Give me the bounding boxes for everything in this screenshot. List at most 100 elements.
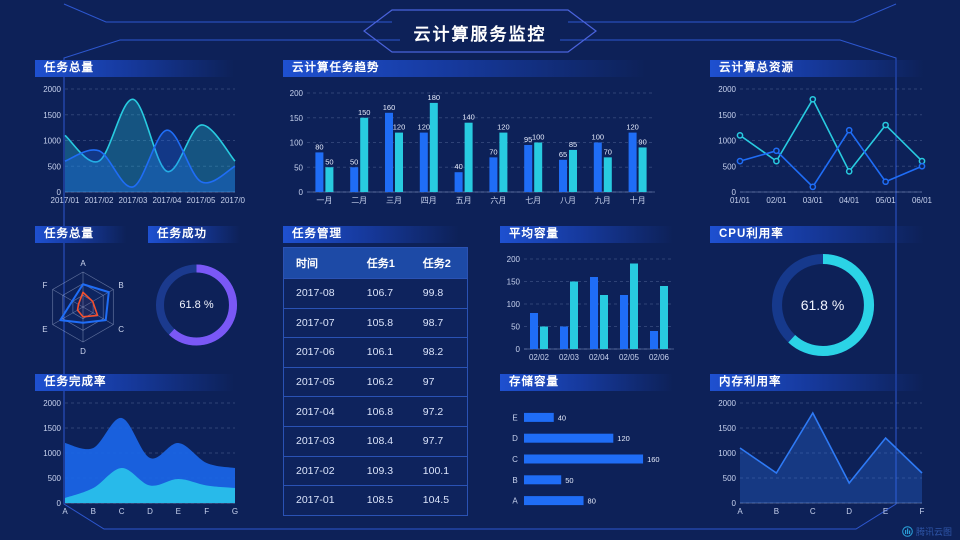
- table-row[interactable]: 2017-06 106.1 98.2: [283, 337, 468, 368]
- panel-task-total-radar: 任务总量 A B C D E F: [35, 226, 131, 363]
- svg-text:1500: 1500: [43, 424, 61, 433]
- table-header-cell: 任务1: [354, 247, 411, 279]
- table-row[interactable]: 2017-08 106.7 99.8: [283, 278, 468, 309]
- table-row[interactable]: 2017-07 105.8 98.7: [283, 307, 468, 338]
- svg-text:D: D: [846, 507, 852, 516]
- table-cell: 2017-02: [283, 455, 355, 486]
- table-row[interactable]: 2017-01 108.5 104.5: [283, 485, 468, 516]
- task-radar-chart[interactable]: A B C D E F: [35, 247, 131, 363]
- table-cell: 2017-07: [283, 307, 355, 338]
- svg-text:160: 160: [647, 455, 660, 464]
- table-cell: 98.2: [410, 337, 468, 368]
- svg-text:一月: 一月: [316, 196, 332, 205]
- tencent-cloud-logo-icon: [902, 526, 913, 537]
- svg-text:80: 80: [588, 497, 596, 506]
- page-title: 云计算服务监控: [413, 25, 547, 44]
- svg-text:E: E: [512, 413, 517, 422]
- cpu-usage-donut-chart[interactable]: [712, 247, 934, 363]
- svg-text:70: 70: [604, 147, 612, 156]
- panel-title: CPU利用率: [710, 226, 935, 243]
- svg-text:A: A: [80, 259, 86, 268]
- svg-text:B: B: [512, 476, 517, 485]
- watermark: 腾讯云图: [902, 525, 952, 538]
- svg-text:A: A: [512, 497, 518, 506]
- storage-hbar-chart[interactable]: E 40 D 120 C 160 B 50 A 80: [500, 395, 680, 517]
- table-cell: 2017-05: [283, 366, 355, 397]
- svg-text:1000: 1000: [43, 449, 61, 458]
- task-total-area-chart[interactable]: 0 500 1000 1500 2000 2017/01 2017/02 2017/03 201…: [35, 81, 250, 206]
- svg-text:B: B: [118, 281, 123, 290]
- table-cell: 106.2: [354, 366, 411, 397]
- svg-text:1500: 1500: [718, 111, 736, 120]
- table-cell: 104.5: [410, 485, 468, 516]
- svg-text:E: E: [42, 325, 47, 334]
- svg-text:70: 70: [489, 147, 497, 156]
- svg-text:02/02: 02/02: [529, 353, 550, 362]
- table-cell: 2017-03: [283, 425, 355, 457]
- svg-text:95: 95: [524, 135, 532, 144]
- svg-text:D: D: [80, 347, 86, 356]
- svg-text:十月: 十月: [630, 195, 646, 205]
- memory-usage-line-chart[interactable]: 0 500 1000 1500 2000 A B C D E F: [710, 395, 932, 517]
- svg-text:50: 50: [350, 157, 358, 166]
- panel-title: 任务总量: [35, 226, 131, 243]
- svg-text:五月: 五月: [456, 196, 472, 205]
- table-row[interactable]: 2017-02 109.3 100.1: [283, 455, 468, 486]
- svg-text:1000: 1000: [718, 449, 736, 458]
- svg-text:50: 50: [325, 157, 333, 166]
- task-trend-bar-chart[interactable]: 0 50 100 150 200 一月 二月 三月 四月 五月 六月 七月 八月 九月 十月 80 50 160 1…: [283, 81, 661, 206]
- svg-text:1500: 1500: [718, 424, 736, 433]
- svg-text:F: F: [920, 507, 925, 516]
- svg-text:40: 40: [454, 162, 462, 171]
- svg-text:2017/05: 2017/05: [187, 196, 216, 205]
- svg-text:50: 50: [565, 476, 573, 485]
- cpu-usage-value: 61.8 %: [800, 297, 845, 313]
- panel-title: 任务成功: [148, 226, 245, 243]
- svg-text:D: D: [512, 434, 518, 443]
- svg-text:2017/04: 2017/04: [153, 196, 182, 205]
- svg-text:65: 65: [559, 150, 567, 159]
- svg-text:C: C: [512, 455, 518, 464]
- svg-text:三月: 三月: [386, 196, 402, 205]
- svg-text:C: C: [118, 325, 124, 334]
- svg-text:150: 150: [290, 114, 304, 123]
- table-cell: 106.8: [354, 396, 411, 427]
- svg-text:1500: 1500: [43, 111, 61, 120]
- total-resource-line-chart[interactable]: 0 500 1000 1500 2000 01/01 02/01 03/01 04/01 05/0…: [710, 81, 932, 206]
- svg-text:90: 90: [638, 137, 646, 146]
- svg-text:0: 0: [57, 188, 62, 197]
- table-row[interactable]: 2017-03 108.4 97.7: [283, 425, 468, 457]
- panel-title: 任务完成率: [35, 374, 245, 391]
- svg-text:A: A: [62, 507, 68, 516]
- table-cell: 97.7: [410, 425, 468, 457]
- svg-text:180: 180: [428, 93, 441, 102]
- svg-text:200: 200: [290, 89, 304, 98]
- svg-text:85: 85: [569, 140, 577, 149]
- svg-text:150: 150: [358, 108, 371, 117]
- table-row[interactable]: 2017-05 106.2 97: [283, 366, 468, 397]
- svg-text:120: 120: [418, 123, 431, 132]
- panel-title: 存储容量: [500, 374, 682, 391]
- svg-text:二月: 二月: [351, 196, 367, 205]
- panel-title: 任务管理: [283, 226, 468, 243]
- svg-text:2000: 2000: [43, 399, 61, 408]
- completion-rate-area-chart[interactable]: 0 500 1000 1500 2000 A B C D E F G: [35, 395, 245, 517]
- table-cell: 105.8: [354, 307, 411, 338]
- table-cell: 2017-04: [283, 396, 355, 427]
- task-success-value: 61.8 %: [179, 299, 214, 311]
- panel-memory-usage: 内存利用率 0 500 1000 1500 2000 A B C D E F: [710, 374, 935, 517]
- svg-text:九月: 九月: [595, 196, 611, 205]
- avg-capacity-bar-chart[interactable]: 0 50 100 150 200 02/02 02/03 02/04 02/05 02/06: [500, 247, 680, 363]
- svg-text:100: 100: [290, 139, 304, 148]
- svg-text:2000: 2000: [718, 85, 736, 94]
- table-row[interactable]: 2017-04 106.8 97.2: [283, 396, 468, 427]
- svg-text:C: C: [119, 507, 125, 516]
- task-success-donut-chart[interactable]: [148, 247, 245, 363]
- svg-text:2017/03: 2017/03: [119, 196, 148, 205]
- svg-text:0: 0: [299, 188, 304, 197]
- svg-text:G: G: [232, 507, 238, 516]
- table-cell: 99.8: [410, 278, 468, 309]
- panel-task-trend: 云计算任务趋势 0 50 100 150 200 一月 二月 三月 四月 五月 六月 七月 八月 九月 十月…: [283, 60, 665, 206]
- svg-text:50: 50: [511, 323, 520, 332]
- table-header-row: 时间 任务1 任务2: [283, 247, 468, 279]
